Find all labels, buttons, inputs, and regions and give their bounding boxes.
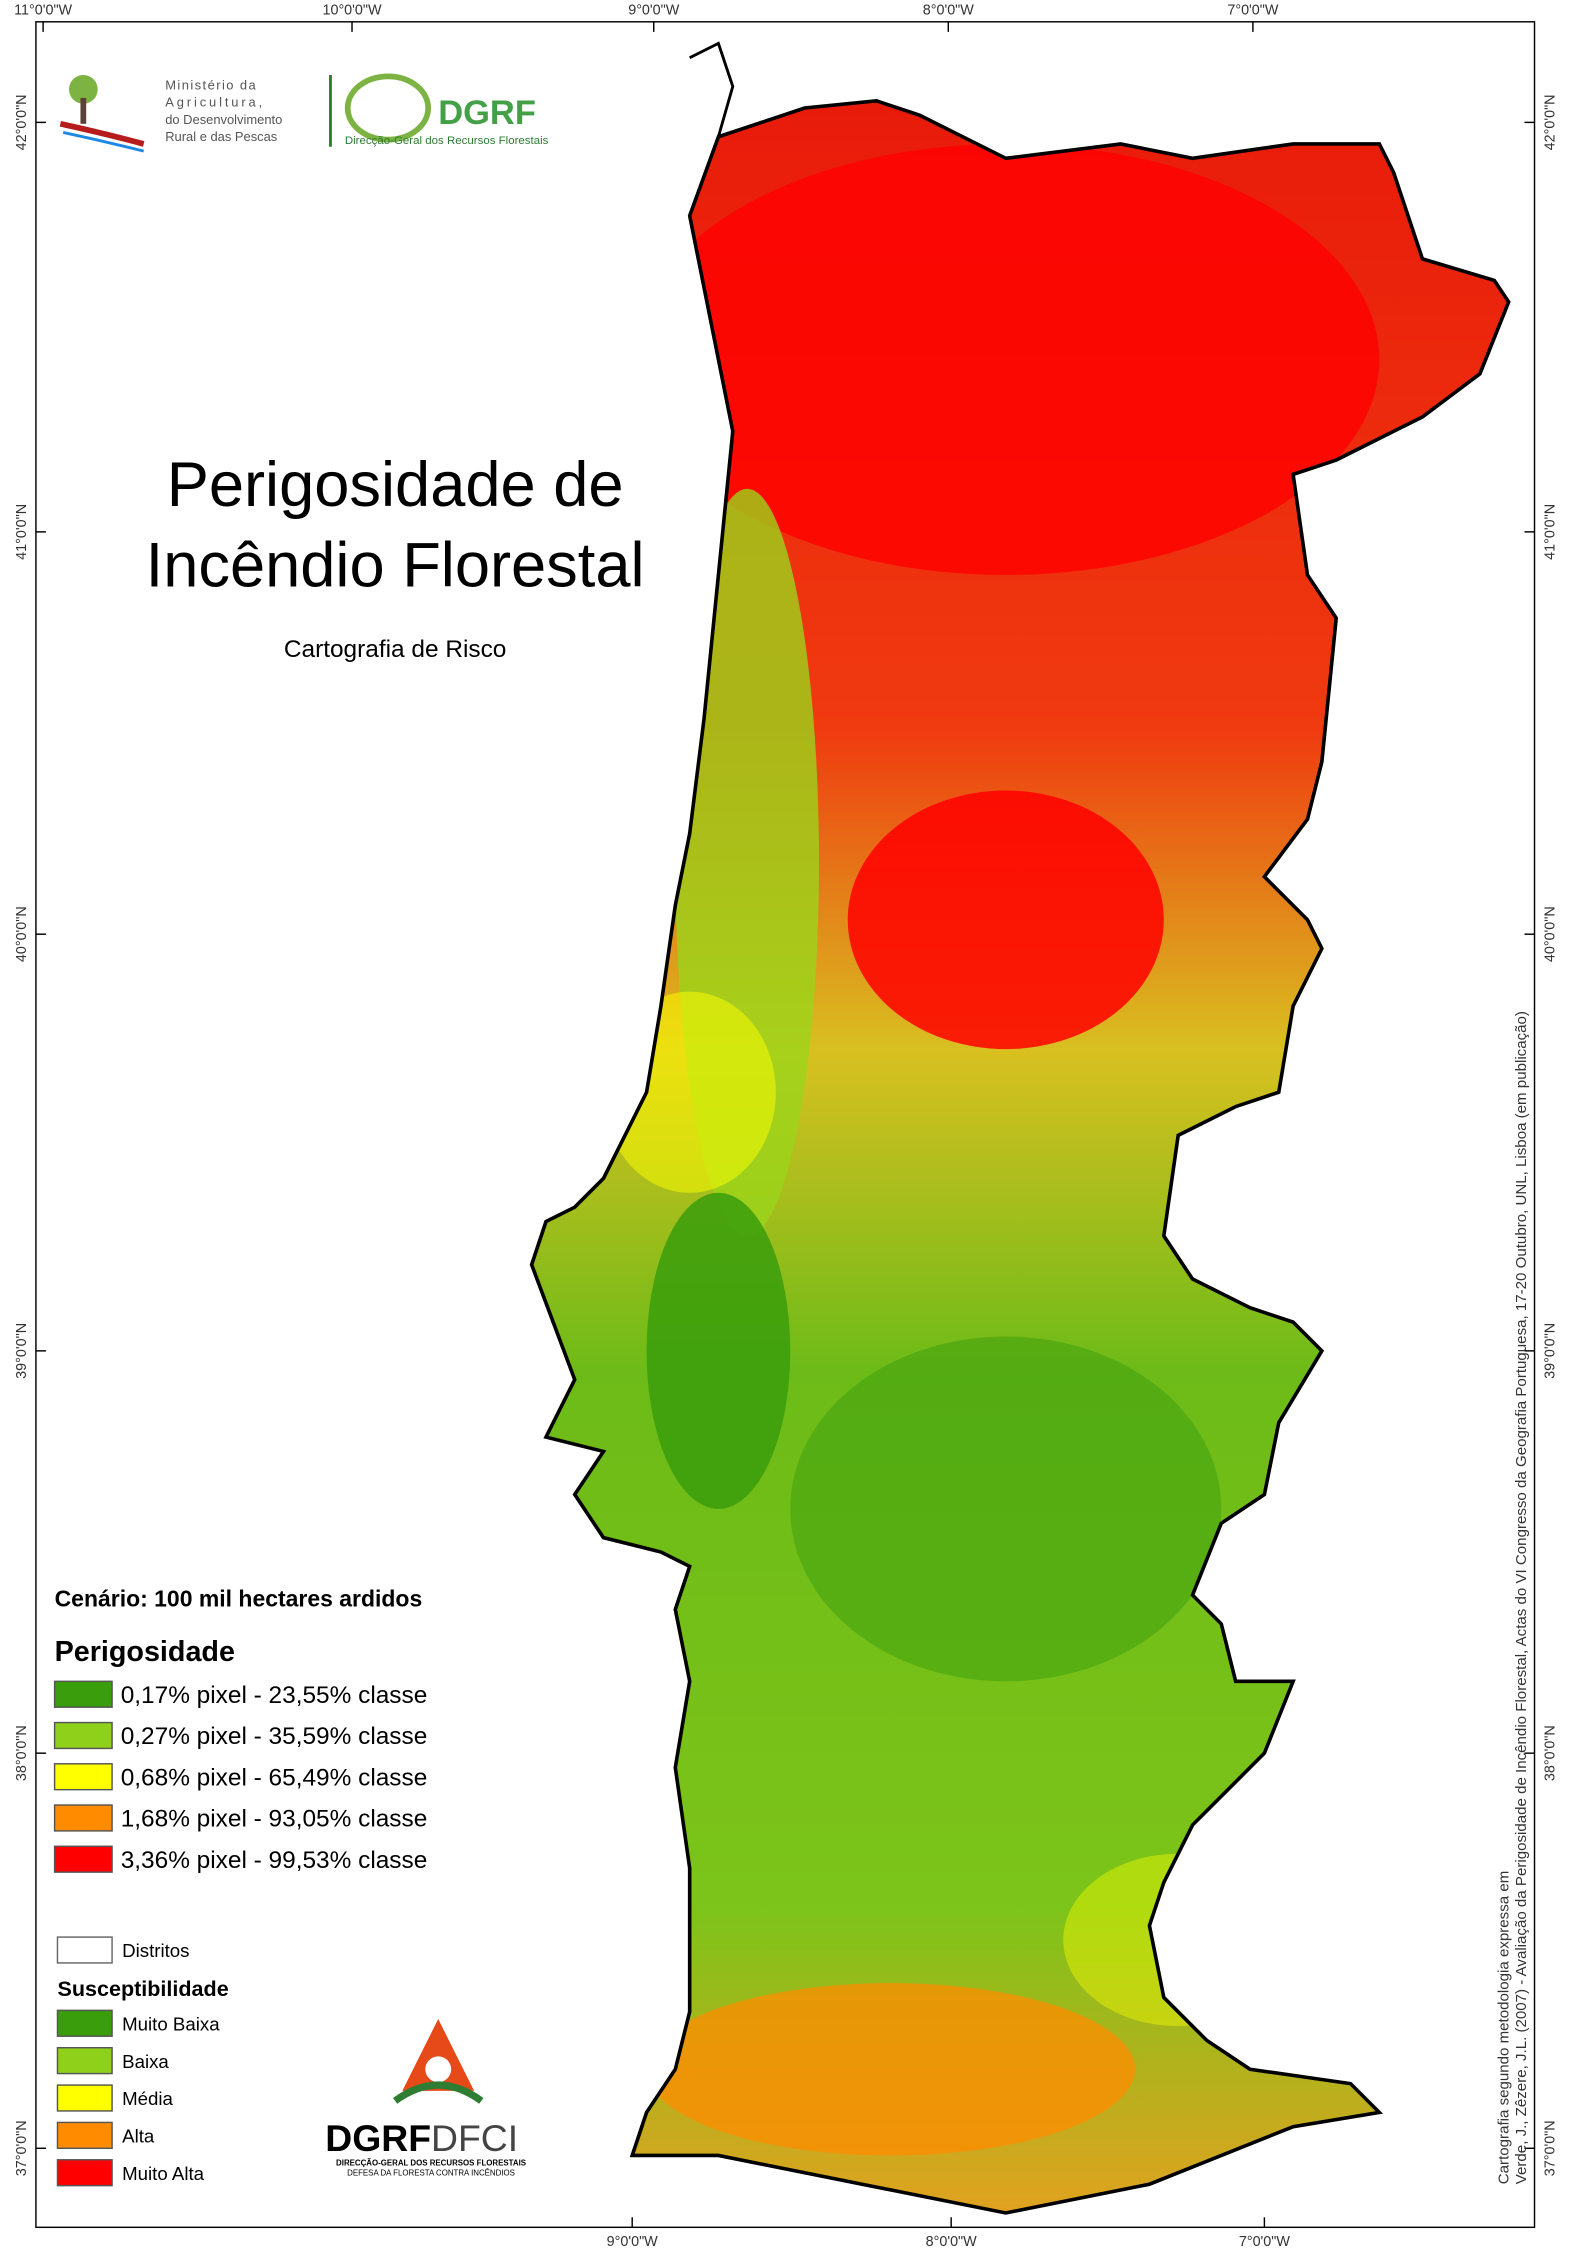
legend-label: Média — [122, 2088, 173, 2109]
legend-title: Susceptibilidade — [57, 1976, 228, 2001]
graticule-label: 10°0'0"W — [322, 3, 382, 19]
legend-label: 3,36% pixel - 99,53% classe — [121, 1847, 428, 1874]
graticule-label: 37°0'0"N — [14, 2120, 30, 2176]
legend-swatch — [56, 2009, 113, 2037]
legend-label: 0,17% pixel - 23,55% classe — [121, 1682, 428, 1709]
legend-swatch — [56, 2121, 113, 2150]
graticule-label: 37°0'0"N — [1543, 2120, 1559, 2176]
ministry-line: Ministério da — [165, 77, 257, 92]
legend-label: 1,68% pixel - 93,05% classe — [121, 1806, 428, 1833]
legend-title: Perigosidade — [55, 1636, 235, 1668]
credit-line: Verde, J., Zêzere, J.L. (2007) - Avaliaç… — [1513, 1011, 1530, 2184]
graticule-label: 42°0'0"N — [1543, 94, 1559, 150]
graticule-label: 42°0'0"N — [14, 94, 30, 150]
graticule-label: 9°0'0"W — [628, 3, 680, 19]
legend-label: Muito Alta — [122, 2163, 205, 2184]
graticule-label: 38°0'0"N — [14, 1725, 30, 1781]
dfci-line: DEFESA DA FLORESTA CONTRA INCÊNDIOS — [347, 2169, 515, 2178]
legend-swatch — [56, 2159, 113, 2187]
legend-swatch — [53, 1804, 113, 1832]
graticule-label: 8°0'0"W — [923, 3, 975, 19]
graticule-label: 39°0'0"N — [14, 1323, 30, 1379]
legend-swatch — [56, 2046, 113, 2075]
graticule-label: 7°0'0"W — [1239, 2234, 1291, 2250]
dgrf-subtitle: Direcção-Geral dos Recursos Florestais — [345, 135, 549, 147]
graticule-label: 40°0'0"N — [1543, 906, 1559, 962]
dfci-left: DGRF — [325, 2117, 431, 2159]
graticule-label: 8°0'0"W — [926, 2234, 978, 2250]
graticule-label: 41°0'0"N — [1543, 504, 1559, 560]
dfci-line: DIRECÇÃO-GERAL DOS RECURSOS FLORESTAIS — [336, 2159, 526, 2168]
credit-line: Cartografia segundo metodologia expressa… — [1496, 1871, 1513, 2184]
susceptibility-legend: Muito Baixa Baixa Média Alta Muito Alta — [56, 2009, 220, 2187]
legend-label: Alta — [122, 2126, 155, 2147]
legend-swatch — [56, 2084, 113, 2112]
legend-label: 0,68% pixel - 65,49% classe — [121, 1764, 428, 1791]
legend-swatch — [53, 1845, 113, 1873]
dfci-logo: DGRF DFCI DIRECÇÃO-GERAL DOS RECURSOS FL… — [325, 2018, 526, 2178]
legend-label: Muito Baixa — [122, 2013, 220, 2034]
districts-swatch — [56, 1936, 113, 1964]
graticule-label: 39°0'0"N — [1543, 1323, 1559, 1379]
legend-label: Distritos — [122, 1940, 189, 1961]
graticule: 11°0'0"W 10°0'0"W 9°0'0"W 8°0'0"W 7°0'0"W 9°0… — [14, 3, 1559, 2250]
ministry-line: Agricultura, — [165, 95, 265, 110]
graticule-label: 40°0'0"N — [14, 906, 30, 962]
dgrf-logo: DGRF — [438, 94, 536, 132]
legend-label: 0,27% pixel - 35,59% classe — [121, 1723, 428, 1750]
scenario: Cenário: 100 mil hectares ardidos — [55, 1586, 423, 1612]
title-line: Incêndio Florestal — [146, 530, 645, 600]
dfci-right: DFCI — [431, 2117, 518, 2159]
graticule-label: 7°0'0"W — [1227, 3, 1279, 19]
graticule-label: 11°0'0"W — [14, 3, 72, 19]
ministry-line: do Desenvolvimento — [165, 112, 282, 127]
hazard-legend: 0,17% pixel - 23,55% classe 0,27% pixel -… — [53, 1680, 428, 1874]
legend-swatch — [53, 1680, 113, 1708]
legend-swatch — [53, 1763, 113, 1791]
graticule-label: 9°0'0"W — [607, 2234, 659, 2250]
ministry-line: Rural e das Pescas — [165, 129, 277, 144]
graticule-label: 38°0'0"N — [1543, 1725, 1559, 1781]
subtitle: Cartografia de Risco — [284, 636, 506, 663]
legend-label: Baixa — [122, 2051, 169, 2072]
ministry-logo: Ministério da Agricultura, do Desenvolvi… — [59, 73, 549, 153]
graticule-label: 41°0'0"N — [14, 504, 30, 560]
title-line: Perigosidade de — [167, 450, 624, 520]
legend-swatch — [53, 1721, 113, 1750]
